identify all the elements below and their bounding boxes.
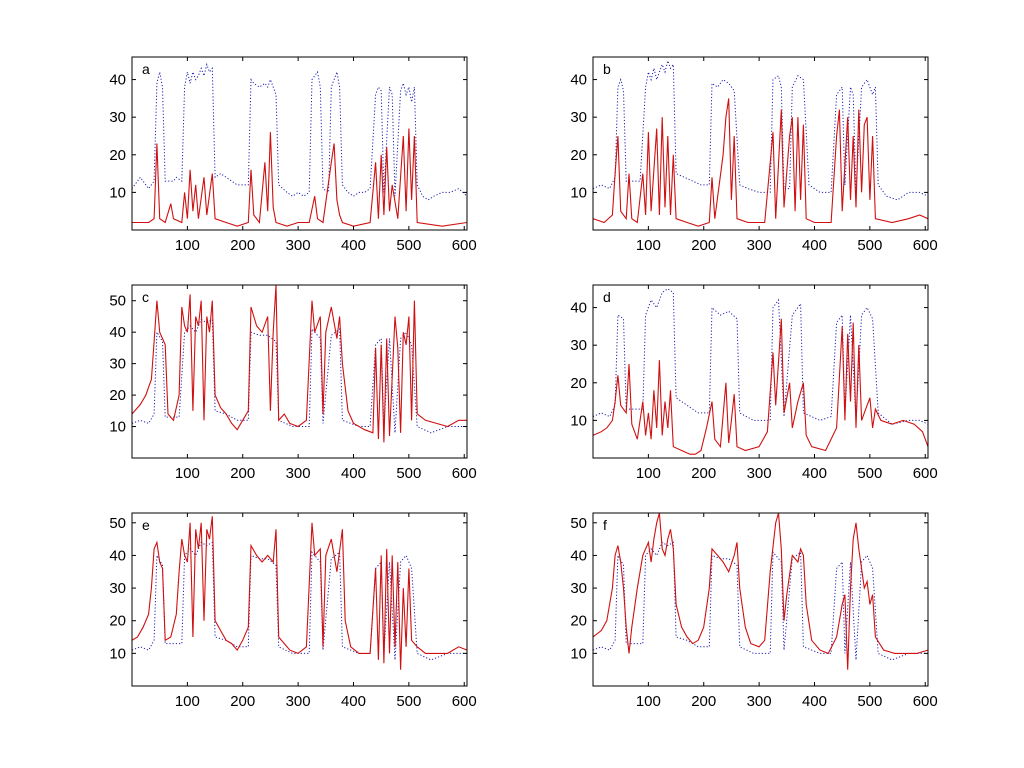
x-tick-label: 400 bbox=[802, 693, 827, 710]
x-tick-label: 100 bbox=[636, 237, 661, 254]
x-tick-label: 300 bbox=[286, 693, 311, 710]
x-tick-label: 200 bbox=[691, 465, 716, 482]
x-tick-label: 400 bbox=[802, 465, 827, 482]
x-tick-label: 100 bbox=[636, 465, 661, 482]
y-tick-label: 10 bbox=[109, 184, 126, 201]
x-tick-label: 300 bbox=[286, 465, 311, 482]
y-tick-label: 10 bbox=[570, 645, 587, 662]
x-tick-label: 400 bbox=[341, 465, 366, 482]
y-tick-label: 40 bbox=[570, 72, 587, 89]
x-tick-label: 300 bbox=[747, 237, 772, 254]
x-tick-label: 600 bbox=[913, 693, 938, 710]
series-line-solid bbox=[593, 513, 928, 670]
subplot-b: 100 200 300 400 500 600 10 20 30 40 b bbox=[570, 56, 938, 254]
y-tick-label: 30 bbox=[109, 109, 126, 126]
axes-box bbox=[592, 512, 929, 687]
y-tick-label: 20 bbox=[570, 375, 587, 392]
x-tick-label: 600 bbox=[452, 465, 477, 482]
y-tick-label: 10 bbox=[570, 184, 587, 201]
y-tick-label: 30 bbox=[570, 580, 587, 597]
series-line-solid bbox=[593, 98, 928, 227]
subplot-f: 100 200 300 400 500 600 10 20 30 40 50 f bbox=[570, 512, 938, 710]
series-line-solid bbox=[132, 516, 467, 670]
y-tick-label: 30 bbox=[570, 337, 587, 354]
panel-label: a bbox=[142, 61, 150, 77]
x-tick-label: 200 bbox=[691, 693, 716, 710]
series-line-solid bbox=[593, 318, 928, 455]
y-tick-label: 40 bbox=[109, 72, 126, 89]
x-tick-label: 100 bbox=[175, 693, 200, 710]
y-tick-label: 40 bbox=[109, 324, 126, 341]
x-tick-label: 400 bbox=[341, 693, 366, 710]
x-tick-label: 200 bbox=[230, 237, 255, 254]
x-tick-label: 600 bbox=[913, 465, 938, 482]
subplot-a: 100 200 300 400 500 600 10 20 30 40 a bbox=[109, 56, 477, 254]
y-tick-label: 20 bbox=[109, 147, 126, 164]
y-tick-label: 50 bbox=[109, 293, 126, 310]
axes-box bbox=[592, 284, 929, 459]
y-tick-label: 40 bbox=[109, 547, 126, 564]
series-line-solid bbox=[132, 285, 467, 443]
x-tick-label: 500 bbox=[857, 237, 882, 254]
series-line-dotted bbox=[593, 59, 928, 201]
axes-box bbox=[131, 56, 468, 231]
subplot-grid: 100 200 300 400 500 600 10 20 30 40 a 100 200 300 400 5… bbox=[109, 56, 938, 710]
y-tick-label: 20 bbox=[570, 613, 587, 630]
x-tick-label: 600 bbox=[452, 237, 477, 254]
x-tick-label: 600 bbox=[913, 237, 938, 254]
axes-box bbox=[131, 512, 468, 687]
y-tick-label: 20 bbox=[109, 613, 126, 630]
panel-label: f bbox=[603, 517, 607, 533]
panel-label: d bbox=[603, 289, 611, 305]
x-tick-label: 500 bbox=[857, 465, 882, 482]
axes-box bbox=[592, 56, 929, 231]
axes-box bbox=[131, 284, 468, 459]
panel-label: c bbox=[142, 289, 149, 305]
x-tick-label: 200 bbox=[691, 237, 716, 254]
x-tick-label: 200 bbox=[230, 693, 255, 710]
x-tick-label: 600 bbox=[452, 693, 477, 710]
subplot-e: 100 200 300 400 500 600 10 20 30 40 50 e bbox=[109, 512, 477, 710]
panel-label: b bbox=[603, 61, 611, 77]
y-tick-label: 50 bbox=[570, 515, 587, 532]
x-tick-label: 500 bbox=[396, 693, 421, 710]
y-tick-label: 30 bbox=[109, 356, 126, 373]
panel-label: e bbox=[142, 517, 150, 533]
x-tick-label: 500 bbox=[396, 237, 421, 254]
x-tick-label: 400 bbox=[341, 237, 366, 254]
series-line-solid bbox=[132, 128, 467, 227]
series-line-dotted bbox=[132, 541, 467, 661]
x-tick-label: 500 bbox=[857, 693, 882, 710]
series-line-dotted bbox=[593, 541, 928, 661]
x-tick-label: 200 bbox=[230, 465, 255, 482]
y-tick-label: 20 bbox=[570, 147, 587, 164]
y-tick-label: 10 bbox=[109, 645, 126, 662]
x-tick-label: 400 bbox=[802, 237, 827, 254]
y-tick-label: 40 bbox=[570, 300, 587, 317]
x-tick-label: 500 bbox=[396, 465, 421, 482]
y-tick-label: 30 bbox=[109, 580, 126, 597]
x-tick-label: 300 bbox=[286, 237, 311, 254]
y-tick-label: 20 bbox=[109, 387, 126, 404]
subplot-d: 100 200 300 400 500 600 10 20 30 40 d bbox=[570, 284, 938, 482]
x-tick-label: 100 bbox=[636, 693, 661, 710]
subplot-c: 100 200 300 400 500 600 10 20 30 40 50 c bbox=[109, 284, 477, 482]
y-tick-label: 10 bbox=[570, 412, 587, 429]
x-tick-label: 300 bbox=[747, 465, 772, 482]
x-tick-label: 300 bbox=[747, 693, 772, 710]
x-tick-label: 100 bbox=[175, 465, 200, 482]
y-tick-label: 40 bbox=[570, 547, 587, 564]
x-tick-label: 100 bbox=[175, 237, 200, 254]
y-tick-label: 10 bbox=[109, 419, 126, 436]
y-tick-label: 30 bbox=[570, 109, 587, 126]
y-tick-label: 50 bbox=[109, 515, 126, 532]
series-line-dotted bbox=[132, 318, 467, 434]
